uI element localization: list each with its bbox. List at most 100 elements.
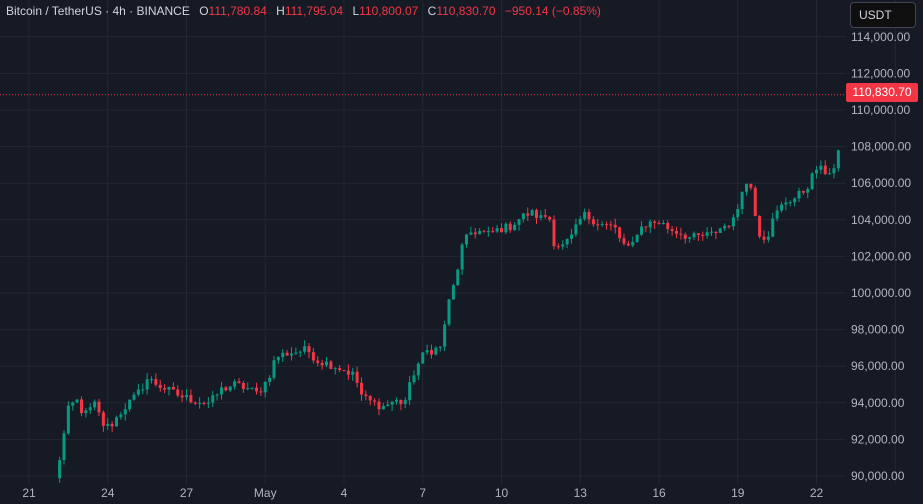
candle xyxy=(806,187,810,199)
candle xyxy=(276,356,280,364)
candle xyxy=(355,366,359,388)
candle xyxy=(561,240,565,250)
candle xyxy=(412,370,416,385)
time-tick-label: May xyxy=(254,486,277,500)
candle xyxy=(176,385,180,398)
candle xyxy=(801,190,805,195)
candle xyxy=(766,230,770,243)
candles xyxy=(58,149,840,483)
time-tick-label: 4 xyxy=(341,486,348,500)
candle xyxy=(88,403,92,414)
candle xyxy=(644,226,648,233)
candle xyxy=(688,236,692,243)
candle xyxy=(657,220,661,225)
candle xyxy=(478,228,482,235)
ohlc-legend: Bitcoin / TetherUS · 4h · BINANCE O111,7… xyxy=(6,4,607,18)
currency-button[interactable]: USDT xyxy=(850,2,916,28)
candle xyxy=(451,283,455,300)
candle xyxy=(670,226,674,236)
candle xyxy=(71,401,75,411)
candle xyxy=(145,372,149,395)
candle xyxy=(241,380,245,393)
candle xyxy=(753,185,757,217)
candle xyxy=(346,364,350,380)
candle xyxy=(106,417,110,430)
candle xyxy=(154,373,158,387)
candle xyxy=(823,160,827,176)
candle xyxy=(517,218,521,231)
candle xyxy=(220,382,223,400)
price-tick-label: 92,000.00 xyxy=(851,432,905,446)
candle xyxy=(469,226,473,235)
candle xyxy=(290,347,293,361)
candle xyxy=(504,222,508,235)
candle xyxy=(508,221,512,233)
candle xyxy=(797,187,801,202)
candle xyxy=(570,228,573,244)
symbol-title[interactable]: Bitcoin / TetherUS · 4h · BINANCE xyxy=(6,4,190,18)
candle xyxy=(255,382,258,395)
candle xyxy=(399,399,403,411)
candle xyxy=(815,166,818,179)
candle xyxy=(727,225,731,229)
candle xyxy=(342,370,346,372)
candle xyxy=(93,399,97,411)
candle xyxy=(298,350,302,357)
candle xyxy=(526,207,530,221)
candle xyxy=(679,227,683,240)
candle xyxy=(193,401,197,406)
close-value: 110,830.70 xyxy=(436,4,496,18)
candle xyxy=(425,344,429,356)
candle xyxy=(701,231,705,241)
candle xyxy=(206,397,210,409)
candle xyxy=(75,399,79,404)
candle xyxy=(495,225,499,233)
candle xyxy=(810,171,814,191)
price-tick-label: 102,000.00 xyxy=(851,249,911,263)
candle xyxy=(635,234,639,243)
low-label: L xyxy=(352,4,360,18)
candle xyxy=(395,397,398,405)
candle xyxy=(565,238,569,249)
candle xyxy=(329,359,333,370)
candle xyxy=(521,212,525,223)
candle xyxy=(653,220,657,230)
candle xyxy=(718,227,722,234)
candle xyxy=(710,226,713,236)
candle xyxy=(486,226,490,237)
price-tick-label: 108,000.00 xyxy=(851,140,911,154)
candle xyxy=(246,382,250,391)
candle xyxy=(539,210,543,221)
candle xyxy=(115,415,118,427)
time-tick-label: 19 xyxy=(731,486,745,500)
candle xyxy=(736,203,740,221)
candle xyxy=(158,379,162,392)
candle xyxy=(233,379,237,390)
candle xyxy=(683,232,687,244)
candle xyxy=(351,367,355,381)
candle xyxy=(775,205,779,222)
candle xyxy=(535,208,538,225)
candle xyxy=(723,223,727,232)
candle xyxy=(189,389,193,404)
candle xyxy=(832,163,836,179)
candle xyxy=(360,377,363,401)
price-tick-label: 96,000.00 xyxy=(851,359,905,373)
candle xyxy=(731,214,735,231)
candle xyxy=(185,389,188,401)
candle xyxy=(705,226,709,239)
candle xyxy=(574,218,578,237)
candle xyxy=(294,347,298,356)
candle xyxy=(513,222,517,231)
candle xyxy=(819,160,823,174)
candle xyxy=(66,401,70,436)
candle xyxy=(696,232,700,242)
candle xyxy=(263,381,267,398)
open-value: 111,780.84 xyxy=(208,4,267,18)
candle xyxy=(548,216,552,222)
price-tick-label: 100,000.00 xyxy=(851,286,911,300)
candle xyxy=(171,382,175,390)
candle xyxy=(784,197,788,211)
candle xyxy=(762,230,766,244)
